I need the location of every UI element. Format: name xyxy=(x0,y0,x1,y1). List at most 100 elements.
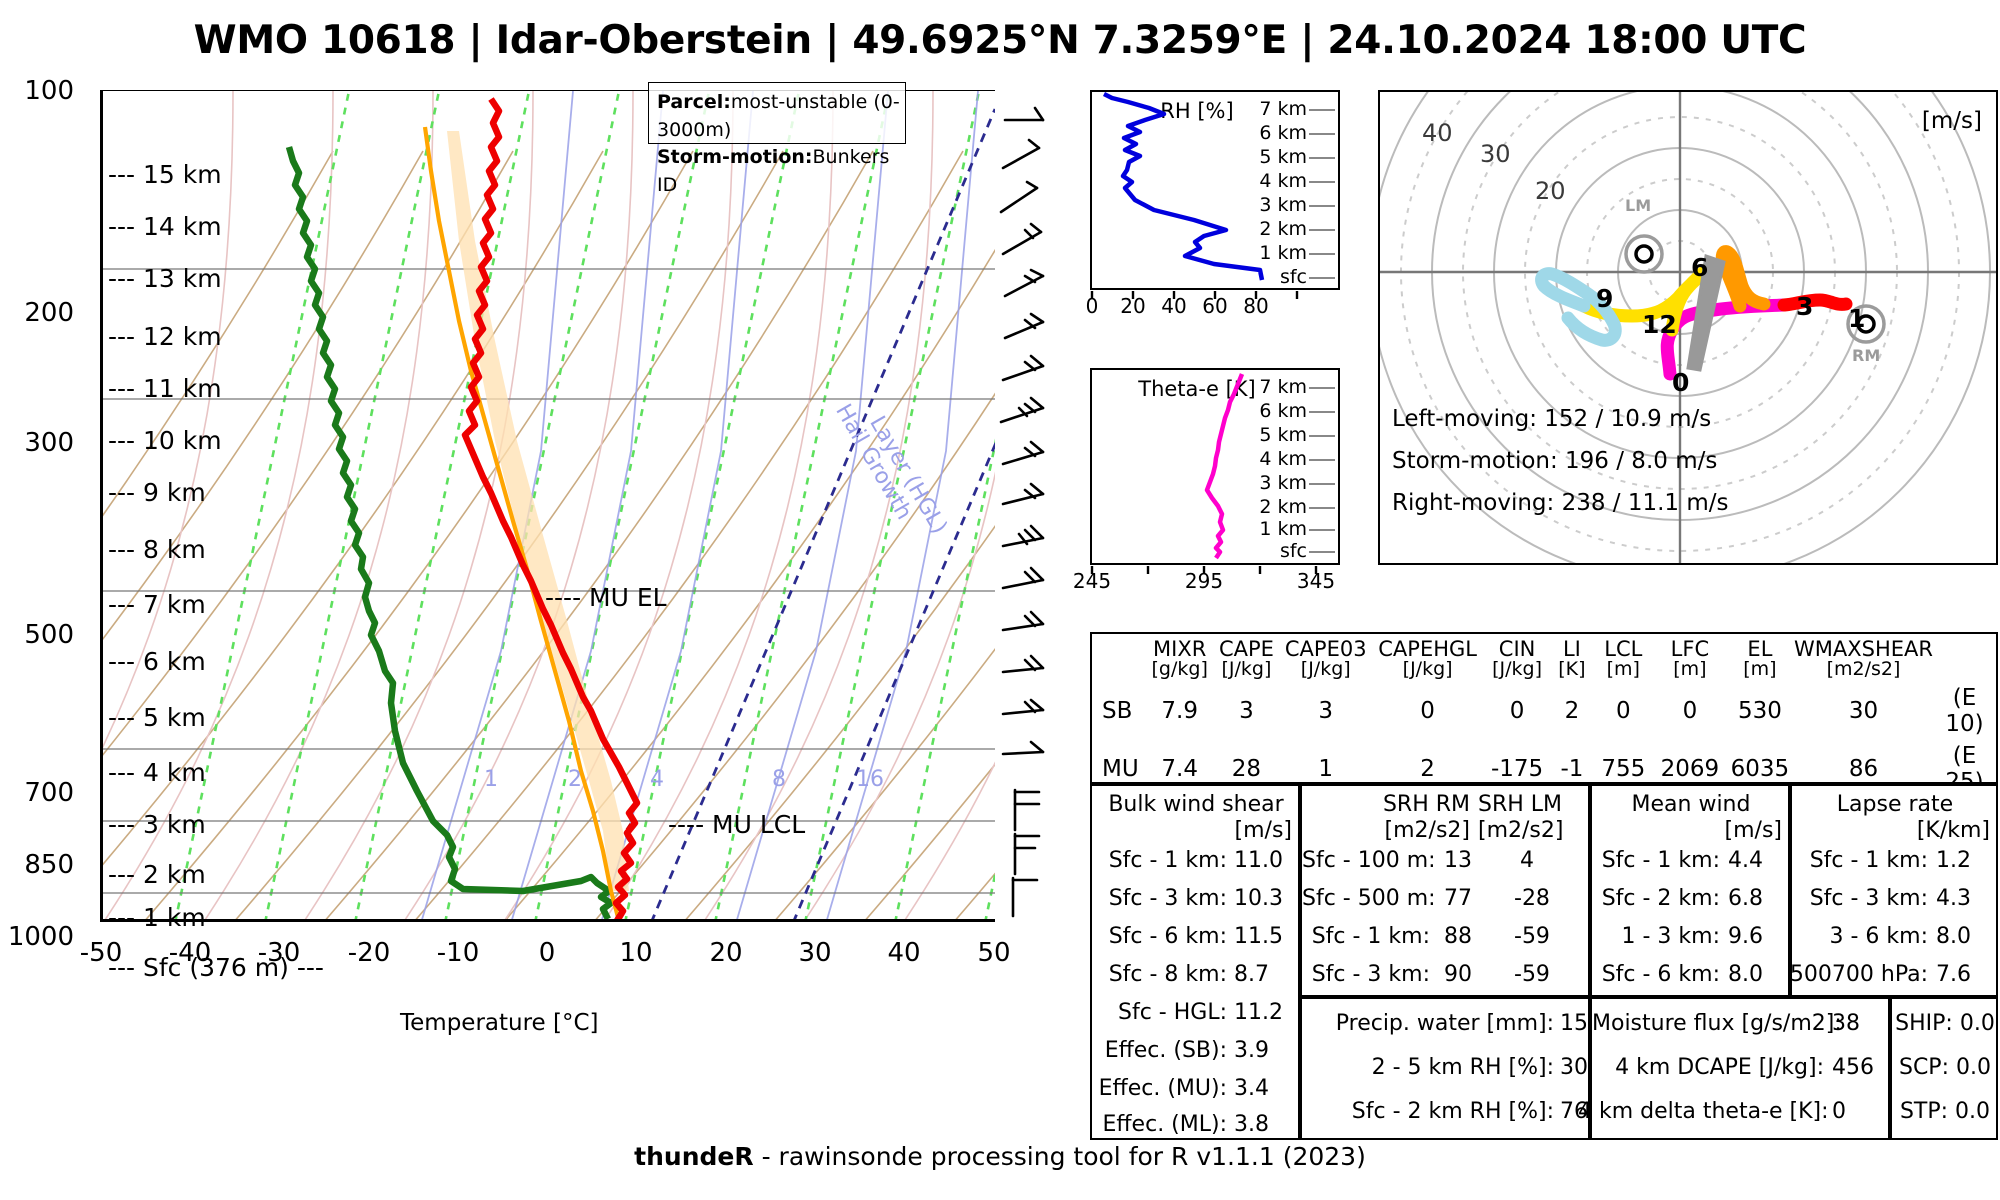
flux-label-0: Moisture flux [g/s/m2]: xyxy=(1592,1011,1842,1036)
wind-barb xyxy=(1003,268,1045,298)
table-unit-row: [g/kg] [J/kg] [J/kg] [J/kg] [J/kg] [K] [… xyxy=(1092,660,1996,682)
meanwind-unit: [m/s] xyxy=(1724,818,1782,843)
lapse-rate-box: Lapse rate [K/km] Sfc - 1 km: 1.2 Sfc - … xyxy=(1790,784,1998,997)
height-label-14km: --- 14 km xyxy=(108,212,222,241)
cell-sb-lcl: 0 xyxy=(1615,698,1631,725)
left-moving-text: Left-moving: 152 / 10.9 m/s xyxy=(1392,406,1712,432)
temp-tick-0: 0 xyxy=(538,938,556,968)
shear-label-3: Sfc - 8 km: xyxy=(1108,962,1227,987)
meanwind-value-0: 4.4 xyxy=(1728,848,1763,873)
te-km-label-sfc: sfc xyxy=(1280,540,1335,562)
rh-panel[interactable]: RH [%] 7 km 6 km 5 km 4 km 3 km 2 km 1 k… xyxy=(1090,90,1340,290)
legend-storm-key: Storm-motion: xyxy=(657,146,813,169)
temp-tick--20: -20 xyxy=(347,938,391,968)
th-lcl: LCL xyxy=(1604,637,1643,661)
wind-barb xyxy=(1013,788,1041,832)
rh-km-label-6: 6 km xyxy=(1259,122,1335,144)
wind-barb xyxy=(1013,832,1041,876)
hodograph-lm-tag: LM xyxy=(1625,196,1652,215)
thetae-panel[interactable]: Theta-e [K] 7 km 6 km 5 km 4 km 3 km 2 k… xyxy=(1090,368,1340,565)
hodograph-panel[interactable]: [m/s] 40 30 20 LM RM 0 1 3 6 9 12 Left-m… xyxy=(1378,90,1998,565)
hodograph-ring-label-20: 20 xyxy=(1535,177,1566,205)
wind-barb-column xyxy=(995,90,1080,922)
tu-lfc: [m] xyxy=(1673,658,1707,681)
height-label-6km: --- 6 km xyxy=(108,647,206,676)
th-cin: CIN xyxy=(1498,637,1536,661)
cell-sb-el: 530 xyxy=(1737,698,1782,725)
tu-cape03: [J/kg] xyxy=(1300,658,1351,681)
tu-cape: [J/kg] xyxy=(1221,658,1272,681)
footer-brand: thundeR xyxy=(634,1142,754,1171)
cell-mu-mixr: 7.4 xyxy=(1161,756,1198,783)
wind-barb xyxy=(1001,654,1045,674)
srh-rm-title: SRH RM xyxy=(1382,792,1470,817)
cell-mu-wmaxshear: 86 xyxy=(1848,756,1879,783)
srh-rm-3: 90 xyxy=(1444,962,1472,987)
pressure-tick-700: 700 xyxy=(24,778,74,808)
wind-barb xyxy=(1001,138,1041,170)
height-label-8km: --- 8 km xyxy=(108,535,206,564)
cell-mu-el: 6035 xyxy=(1730,756,1790,783)
right-moving-text: Right-moving: 238 / 11.1 m/s xyxy=(1392,490,1729,516)
te-xtick-295: 295 xyxy=(1184,569,1224,593)
legend-storm-value: Bunkers ID xyxy=(657,146,890,196)
flux-value-1: 456 xyxy=(1832,1055,1874,1080)
rh-km-label-4: 4 km xyxy=(1259,170,1335,192)
height-label-5km: --- 5 km xyxy=(108,703,206,732)
shear-value-7: 3.8 xyxy=(1234,1112,1269,1137)
hodograph-hour-0: 0 xyxy=(1672,368,1690,397)
srh-label-3: Sfc - 3 km: xyxy=(1311,962,1430,987)
lapse-value-1: 4.3 xyxy=(1936,886,1971,911)
meanwind-label-3: Sfc - 6 km: xyxy=(1601,962,1720,987)
cell-mu-lfc: 2069 xyxy=(1660,756,1720,783)
te-km-label-3: 3 km xyxy=(1259,472,1335,494)
wind-barb xyxy=(1001,698,1045,716)
te-xtick-245: 245 xyxy=(1072,569,1112,593)
meanwind-value-1: 6.8 xyxy=(1728,886,1763,911)
th-wmaxshear: WMAXSHEAR xyxy=(1793,637,1933,661)
hodograph-unit-label: [m/s] xyxy=(1921,108,1982,134)
te-km-label-4: 4 km xyxy=(1259,448,1335,470)
cell-mu-cape03: 1 xyxy=(1318,756,1334,783)
wind-barb xyxy=(1011,876,1039,918)
height-label-1km: --- 1 km xyxy=(108,903,206,932)
skewt-legend: Parcel:most-unstable (0-3000m) Storm-mot… xyxy=(648,82,906,196)
height-label-12km: --- 12 km xyxy=(108,322,222,351)
te-km-label-6: 6 km xyxy=(1259,400,1335,422)
srh-box: SRH RM [m2/s2] SRH LM [m2/s2] Sfc - 100 … xyxy=(1300,784,1590,997)
height-label-9km: --- 9 km xyxy=(108,478,206,507)
wind-barb xyxy=(1001,566,1045,590)
lapse-value-2: 8.0 xyxy=(1936,924,1971,949)
wind-barb xyxy=(1001,354,1045,382)
hodograph-hour-3: 3 xyxy=(1796,292,1814,321)
th-cape: CAPE xyxy=(1218,637,1274,661)
hodograph-ring-label-30: 30 xyxy=(1480,140,1511,168)
wind-barb xyxy=(1003,312,1045,340)
cell-mu-li: -1 xyxy=(1560,756,1584,783)
footer: thundeR - rawinsonde processing tool for… xyxy=(0,1142,2000,1171)
shear-value-5: 3.9 xyxy=(1234,1038,1269,1063)
rh-km-label-sfc: sfc xyxy=(1280,266,1335,288)
moisture-label-2: Sfc - 2 km RH [%]: xyxy=(1351,1099,1554,1124)
legend-parcel-value: most-unstable (0-3000m) xyxy=(657,91,900,141)
hodograph-hour-6: 6 xyxy=(1691,253,1709,282)
shear-title: Bulk wind shear xyxy=(1108,792,1284,817)
shear-value-2: 11.5 xyxy=(1234,924,1283,949)
wind-barb xyxy=(1001,222,1043,256)
meanwind-label-1: Sfc - 2 km: xyxy=(1601,886,1720,911)
mixing-ratio-label-2: 2 xyxy=(568,767,582,792)
cell-sb-li: 2 xyxy=(1564,698,1580,725)
table-row: MU 7.4 28 1 2 -175 -1 755 2069 6035 86 (… xyxy=(1092,740,1996,798)
rh-km-label-7: 7 km xyxy=(1259,98,1335,120)
main-parameter-table: MIXR CAPE CAPE03 CAPEHGL CIN LI LCL LFC … xyxy=(1090,632,1998,827)
flux-box: Moisture flux [g/s/m2]: 38 4 km DCAPE [J… xyxy=(1578,997,1890,1140)
cell-mu-cin: -175 xyxy=(1490,756,1544,783)
skewt-plot-area[interactable] xyxy=(100,90,995,922)
shear-value-1: 10.3 xyxy=(1234,886,1283,911)
mixing-ratio-label-4: 4 xyxy=(650,767,664,792)
height-label-2km: --- 2 km xyxy=(108,860,206,889)
temp-tick--30: -30 xyxy=(257,938,301,968)
hodograph-rm-tag: RM xyxy=(1852,346,1881,365)
height-label-10km: --- 10 km xyxy=(108,426,222,455)
hodograph-ring-label-40: 40 xyxy=(1422,119,1453,147)
